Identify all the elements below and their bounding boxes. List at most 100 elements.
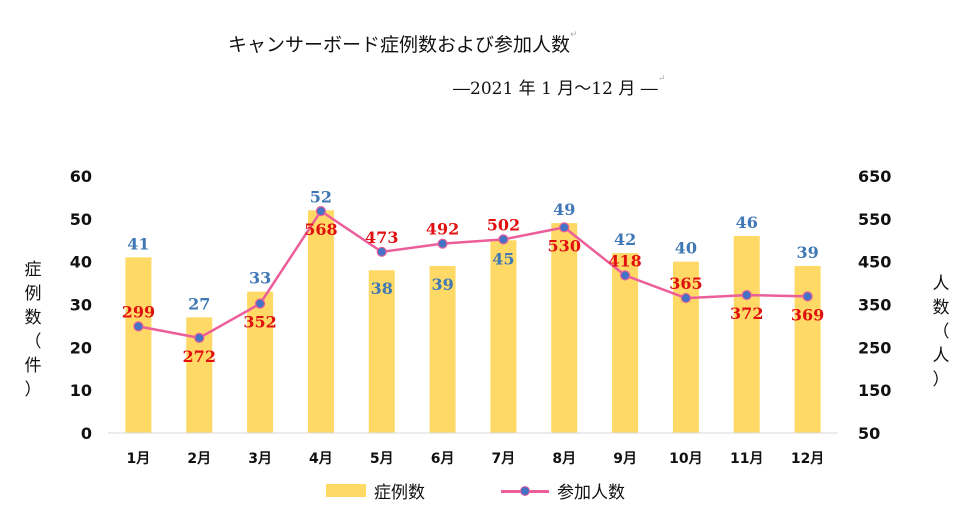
bar-data-label: 39 xyxy=(431,275,453,294)
legend-item-cases: 症例数 xyxy=(326,478,425,503)
y-tick-left: 40 xyxy=(70,253,92,272)
x-tick-label: 7月 xyxy=(492,451,516,467)
y-axis-label-left-char: 例 xyxy=(24,284,42,304)
bar xyxy=(125,257,152,433)
bar-data-label: 49 xyxy=(553,200,575,219)
line-data-label: 352 xyxy=(243,313,276,332)
bar-data-label: 41 xyxy=(127,234,149,253)
y-axis-label-left-char: 件 xyxy=(24,356,42,376)
line-data-label: 473 xyxy=(365,228,398,247)
y-tick-right: 450 xyxy=(858,253,891,272)
line-point xyxy=(559,222,570,233)
line-point xyxy=(437,238,448,249)
bar xyxy=(672,261,699,433)
chart-legend: 症例数 参加人数 xyxy=(326,478,625,503)
y-axis-label-right-char: （ xyxy=(932,322,950,342)
y-axis-label-left-char: 数 xyxy=(24,308,42,328)
chart-title: キャンサーボード症例数および参加人数↵ xyxy=(228,30,578,57)
title-return-mark: ↵ xyxy=(570,30,578,40)
y-tick-left: 20 xyxy=(70,338,92,357)
x-tick-label: 9月 xyxy=(613,451,637,467)
x-tick-label: 2月 xyxy=(187,451,211,467)
y-tick-left: 10 xyxy=(70,381,92,400)
y-tick-right: 150 xyxy=(858,381,891,400)
line-data-label: 299 xyxy=(122,302,155,321)
line-data-label: 369 xyxy=(791,305,824,324)
y-axis-label-right-char: 人 xyxy=(932,274,950,294)
bar xyxy=(551,223,578,433)
line-point xyxy=(741,289,752,301)
line-data-label: 272 xyxy=(183,347,216,366)
line-series-participants xyxy=(138,209,808,340)
line-point xyxy=(315,206,327,217)
y-tick-left: 50 xyxy=(70,210,92,229)
line-data-label: 418 xyxy=(608,251,641,270)
y-tick-left: 30 xyxy=(70,296,92,315)
chart-title-text: キャンサーボード症例数および参加人数 xyxy=(228,34,571,56)
bar-data-label: 40 xyxy=(675,239,697,258)
bar xyxy=(429,265,456,433)
line-point xyxy=(619,270,631,281)
y-axis-label-right-char: 人 xyxy=(932,346,950,366)
line-point xyxy=(498,234,509,245)
bar-data-label: 46 xyxy=(736,213,758,232)
line-data-label: 492 xyxy=(426,220,459,239)
line-data-label: 530 xyxy=(548,236,581,255)
line-point xyxy=(680,292,692,304)
bar xyxy=(733,235,760,433)
line-point xyxy=(802,291,813,302)
line-data-label: 568 xyxy=(304,220,337,239)
y-axis-label-right-char: 数 xyxy=(932,298,950,318)
bar-data-label: 39 xyxy=(796,243,818,262)
x-tick-label: 3月 xyxy=(248,451,272,467)
bar-data-label: 42 xyxy=(614,230,636,249)
line-data-label: 365 xyxy=(669,274,702,293)
x-tick-label: 12月 xyxy=(791,451,824,467)
bar xyxy=(794,265,821,433)
x-tick-label: 1月 xyxy=(127,451,151,467)
bar-data-label: 45 xyxy=(492,249,514,268)
line-point xyxy=(376,246,387,257)
y-tick-right: 550 xyxy=(858,210,891,229)
bar-data-label: 52 xyxy=(310,187,332,206)
y-tick-left: 60 xyxy=(70,167,92,186)
line-point xyxy=(133,321,144,332)
y-tick-right: 250 xyxy=(858,338,891,357)
line-point xyxy=(194,332,205,344)
y-axis-label-right: 人数（人） xyxy=(930,272,952,392)
x-tick-label: 5月 xyxy=(370,451,394,467)
legend-bar-swatch xyxy=(326,484,366,497)
x-tick-label: 11月 xyxy=(730,451,763,467)
bar xyxy=(368,270,395,433)
y-axis-label-left: 症例数 （ 件 ） xyxy=(22,258,44,402)
y-axis-label-left-char: （ xyxy=(24,332,42,352)
bar-data-label: 27 xyxy=(188,294,210,313)
bar xyxy=(490,240,517,433)
x-tick-label: 6月 xyxy=(431,451,455,467)
chart-subtitle-text: ―2021 年 1 月～12 月 ― xyxy=(453,79,658,99)
line-data-label: 372 xyxy=(730,304,763,323)
y-tick-right: 350 xyxy=(858,296,891,315)
subtitle-return-mark: ↵ xyxy=(657,74,666,84)
bar-data-label: 38 xyxy=(371,279,393,298)
line-point xyxy=(254,298,266,309)
x-tick-label: 8月 xyxy=(552,451,576,467)
legend-label-participants: 参加人数 xyxy=(557,483,625,503)
x-tick-label: 4月 xyxy=(309,451,333,467)
legend-marker xyxy=(520,485,530,496)
legend-item-participants: 参加人数 xyxy=(501,478,625,503)
y-axis-label-left-char: ） xyxy=(24,380,42,400)
bar xyxy=(612,253,639,433)
legend-label-cases: 症例数 xyxy=(374,483,425,503)
chart-subtitle: ―2021 年 1 月～12 月 ―↵ xyxy=(453,74,665,99)
y-tick-right: 650 xyxy=(858,167,891,186)
line-data-label: 502 xyxy=(487,215,520,234)
bar xyxy=(307,210,334,433)
bar xyxy=(247,291,274,433)
bar-data-label: 33 xyxy=(249,269,271,288)
x-tick-label: 10月 xyxy=(669,451,702,467)
y-tick-left: 0 xyxy=(81,424,92,443)
y-axis-label-left-char: 症 xyxy=(24,260,42,280)
legend-line-swatch xyxy=(501,484,549,498)
y-axis-label-right-char: ） xyxy=(932,370,950,390)
